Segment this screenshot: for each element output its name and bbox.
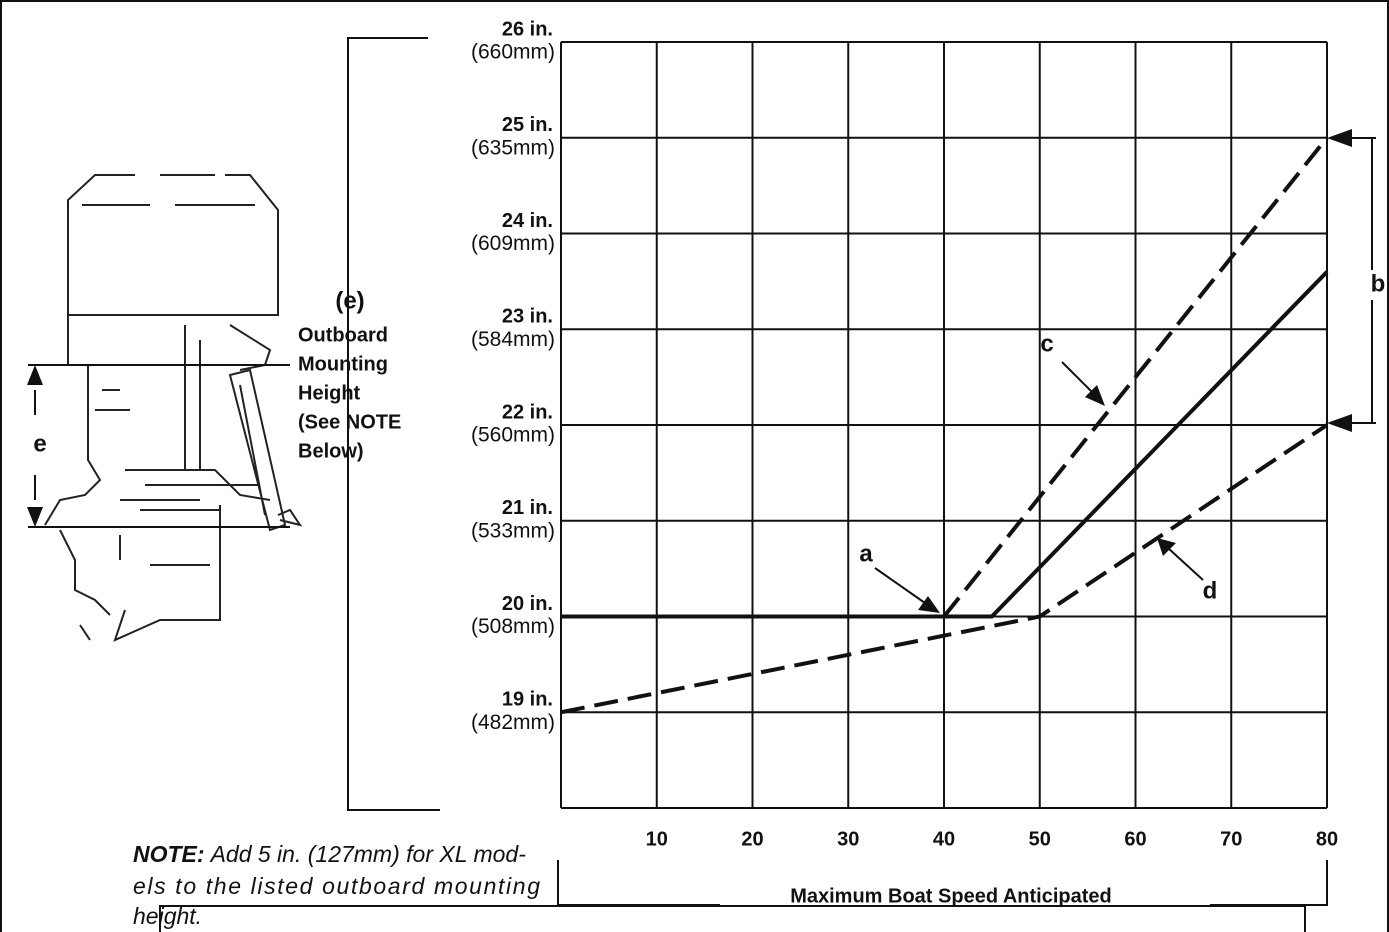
y-tick-metric: (584mm) — [471, 328, 555, 351]
annotation: e — [33, 430, 46, 457]
y-axis-label: Height — [298, 382, 361, 404]
x-tick-label: 80 — [1316, 828, 1338, 850]
y-tick-metric: (533mm) — [471, 519, 555, 542]
y-bracket — [347, 37, 440, 811]
x-axis-label: Maximum Boat Speed Anticipated — [790, 885, 1112, 907]
e-arrowheads — [27, 365, 43, 527]
note-text: height. — [133, 903, 202, 929]
y-tick-label: 25 in. — [502, 114, 553, 136]
series-line — [560, 423, 1329, 715]
y-tick-label: 22 in. — [502, 401, 553, 423]
x-tick-label: 60 — [1124, 828, 1146, 850]
annotation: b — [1371, 270, 1386, 297]
x-tick-label: 40 — [933, 828, 955, 850]
y-tick-metric: (660mm) — [471, 41, 555, 64]
y-tick-label: 24 in. — [502, 210, 553, 232]
y-axis-label: (See NOTE — [298, 411, 401, 433]
x-tick-label: 70 — [1220, 828, 1242, 850]
e-lines — [28, 364, 290, 528]
note: NOTE: Add 5 in. (127mm) for XL mod- — [133, 841, 526, 867]
note-label: NOTE: — [133, 841, 205, 867]
pointer-lines — [874, 361, 1204, 604]
bottom-box — [159, 905, 1306, 932]
y-tick-label: 21 in. — [502, 497, 553, 519]
y-tick-metric: (482mm) — [471, 711, 555, 734]
x-tick-label: 10 — [646, 828, 668, 850]
y-axis-label: Outboard — [298, 324, 388, 346]
series-line — [561, 270, 1329, 619]
x-tick-label: 50 — [1029, 828, 1051, 850]
y-tick-label: 23 in. — [502, 306, 553, 328]
outboard-illustration — [44, 174, 303, 642]
x-tick-label: 20 — [741, 828, 763, 850]
b-arrowheads — [1327, 129, 1352, 432]
y-tick-metric: (635mm) — [471, 136, 555, 159]
y-tick-metric: (560mm) — [471, 424, 555, 447]
y-tick-metric: (609mm) — [471, 232, 555, 255]
annotation: c — [1040, 330, 1053, 357]
y-axis-label: Below) — [298, 440, 364, 462]
y-tick-label: 26 in. — [502, 18, 553, 40]
annotation: d — [1203, 577, 1218, 604]
y-axis-label: (e) — [335, 287, 364, 314]
y-tick-label: 19 in. — [502, 689, 553, 711]
annotation: a — [859, 540, 873, 567]
y-tick-metric: (508mm) — [471, 615, 555, 638]
note-text: Add 5 in. (127mm) for XL mod- — [209, 841, 527, 867]
x-tick-label: 30 — [837, 828, 859, 850]
b-bracket — [1340, 137, 1376, 424]
series-line — [942, 136, 1329, 618]
note-text: els to the listed outboard mounting — [133, 873, 540, 899]
pointer-heads — [918, 385, 1176, 613]
y-tick-label: 20 in. — [502, 593, 553, 615]
y-axis-label: Mounting — [298, 353, 388, 375]
